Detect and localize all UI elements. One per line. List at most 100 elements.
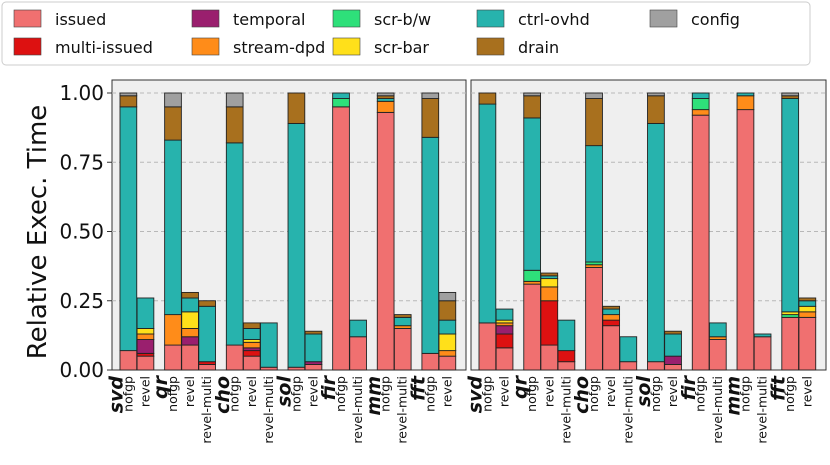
legend-swatch-temporal (191, 9, 220, 28)
legend-label-scr-bar: scr-bar (374, 38, 429, 57)
y-tick-label: 0.50 (59, 220, 104, 244)
bar-segment-issued (602, 325, 621, 371)
legend-swatch-drain (476, 37, 505, 56)
bar-segment-issued (708, 339, 727, 371)
bar-variant-label: revel (305, 376, 320, 407)
bar-segment-ctrl-ovhd (557, 319, 576, 352)
bar-segment-scr-bar (540, 278, 559, 288)
bar-segment-ctrl-ovhd (602, 308, 621, 316)
bar-variant-label: revel-multi (350, 376, 365, 444)
legend-label-temporal: temporal (233, 10, 305, 29)
bar-segment-ctrl-ovhd (523, 117, 542, 271)
bar-segment-ctrl-ovhd (753, 333, 772, 338)
bar-segment-issued (421, 352, 440, 371)
bar-segment-stream-dpd (438, 350, 457, 357)
legend-swatch-multi-issued (13, 37, 42, 56)
bar-segment-drain (478, 92, 497, 105)
bar-segment-issued (393, 328, 412, 371)
y-tick-label: 0.75 (59, 150, 104, 174)
bar-segment-issued (332, 106, 350, 371)
bar-segment-issued (781, 316, 800, 371)
bar-variant-label: nofgp (782, 376, 797, 412)
benchmark-label-svd: svd (106, 376, 128, 414)
bar-segment-stream-dpd (691, 109, 710, 116)
legend-label-issued: issued (55, 10, 106, 29)
bar-segment-drain (421, 98, 440, 138)
bar-variant-label: nofgp (378, 376, 393, 412)
bar-segment-ctrl-ovhd (242, 328, 261, 340)
bar-segment-drain (540, 272, 559, 277)
plot-panels (111, 79, 827, 371)
legend: issued multi-issued temporal stream-dpd scr-… (1, 1, 811, 66)
benchmark-label-svd: svd (465, 376, 487, 414)
bar-segment-ctrl-ovhd (781, 98, 800, 313)
bar-segment-scr-bar (136, 328, 155, 335)
bar-segment-issued (557, 361, 576, 371)
bar-segment-config (421, 92, 440, 99)
bar-segment-config (523, 92, 542, 97)
bar-segment-drain (664, 330, 682, 335)
y-tick-label: 1.00 (59, 81, 104, 105)
bar-variant-label: revel-multi (620, 376, 635, 444)
bar-segment-temporal (664, 355, 682, 365)
bar-segment-issued (376, 111, 395, 371)
bar-segment-drain (242, 322, 261, 329)
bar-segment-multi-issued (557, 350, 576, 363)
bar-segment-stream-dpd (136, 333, 155, 340)
bar-segment-stream-dpd (736, 95, 755, 111)
bar-segment-issued (438, 355, 457, 371)
bar-segment-multi-issued (242, 350, 261, 357)
bar-segment-ctrl-ovhd (119, 106, 138, 352)
bar-segment-issued (164, 344, 182, 371)
bar-variant-label: revel-multi (199, 376, 214, 444)
bar-segment-ctrl-ovhd (798, 300, 817, 307)
bar-variant-label: revel (137, 376, 152, 407)
bar-segment-config (585, 92, 603, 99)
bar-segment-ctrl-ovhd (260, 322, 278, 368)
bar-segment-drain (225, 106, 244, 144)
legend-swatch-issued (13, 9, 42, 28)
benchmark-label-mm: mm (723, 376, 745, 416)
bar-segment-temporal (136, 339, 155, 354)
legend-label-drain: drain (518, 38, 559, 57)
legend-label-ctrl-ovhd: ctrl-ovhd (518, 10, 590, 29)
bar-variant-label: nofgp (422, 376, 437, 412)
bar-variant-label: nofgp (120, 376, 135, 412)
bar-segment-issued (619, 361, 638, 371)
bar-variant-label: revel-multi (755, 376, 770, 444)
bar-segment-issued (198, 364, 216, 371)
bar-segment-drain (393, 314, 412, 318)
bar-segment-stream-dpd (164, 314, 182, 346)
bar-segment-ctrl-ovhd (736, 92, 755, 97)
bar-segment-ctrl-ovhd (349, 319, 367, 338)
benchmark-label-fir: fir (318, 374, 340, 400)
bar-segment-issued (495, 347, 514, 371)
bar-segment-issued (585, 267, 603, 371)
benchmark-label-sol: sol (274, 376, 296, 407)
bar-segment-config (164, 92, 182, 108)
benchmark-label-fft: fft (767, 375, 789, 401)
bar-segment-config (781, 92, 800, 97)
benchmark-label-fir: fir (678, 374, 700, 400)
bar-segment-ctrl-ovhd (664, 333, 682, 357)
benchmark-label-qr: qr (509, 374, 531, 399)
bar-variant-label: revel (439, 376, 454, 407)
benchmark-label-cho: cho (571, 376, 593, 414)
bar-variant-label: nofgp (479, 376, 494, 412)
bar-segment-drain (119, 95, 138, 108)
bar-segment-stream-dpd (798, 311, 817, 318)
bar-segment-issued (242, 355, 261, 371)
bar-variant-label: revel (799, 376, 814, 407)
bar-segment-issued (664, 364, 682, 371)
bar-segment-ctrl-ovhd (181, 297, 199, 313)
bar-segment-drain (602, 305, 621, 310)
benchmark-label-fft: fft (407, 375, 429, 401)
bar-variant-label: nofgp (333, 376, 348, 412)
bar-variant-label: revel-multi (395, 376, 410, 444)
benchmark-label-sol: sol (633, 376, 655, 407)
bar-segment-ctrl-ovhd (478, 103, 497, 324)
bar-variant-label: revel (244, 376, 259, 407)
bar-segment-scr-b-w (523, 269, 542, 282)
